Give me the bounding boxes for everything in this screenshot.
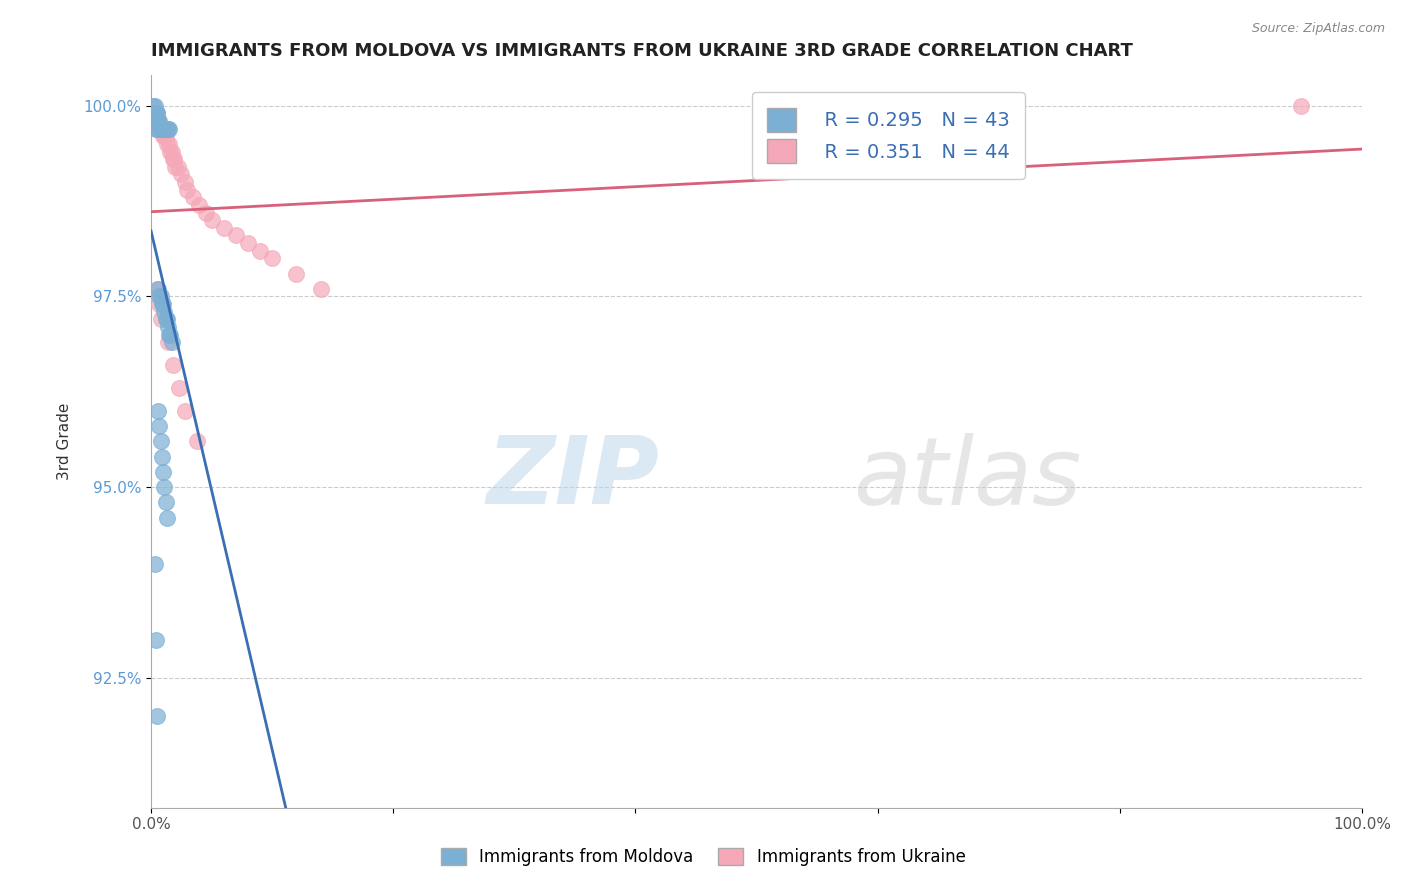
Point bbox=[156, 320, 179, 334]
Point bbox=[150, 450, 173, 464]
Point bbox=[143, 99, 166, 113]
Point bbox=[148, 121, 170, 136]
Point bbox=[156, 121, 179, 136]
Point bbox=[160, 335, 183, 350]
Point bbox=[149, 121, 172, 136]
Point bbox=[162, 152, 184, 166]
Point bbox=[165, 160, 187, 174]
Point bbox=[148, 404, 170, 418]
Text: Source: ZipAtlas.com: Source: ZipAtlas.com bbox=[1251, 22, 1385, 36]
Point bbox=[145, 106, 167, 120]
Point bbox=[225, 228, 247, 243]
Point bbox=[212, 220, 235, 235]
Point bbox=[153, 480, 176, 494]
Point bbox=[148, 419, 170, 434]
Point bbox=[142, 99, 165, 113]
Point bbox=[148, 114, 170, 128]
Point bbox=[153, 129, 176, 144]
Point bbox=[159, 327, 181, 342]
Point bbox=[156, 121, 179, 136]
Point bbox=[153, 304, 176, 318]
Text: IMMIGRANTS FROM MOLDOVA VS IMMIGRANTS FROM UKRAINE 3RD GRADE CORRELATION CHART: IMMIGRANTS FROM MOLDOVA VS IMMIGRANTS FR… bbox=[150, 42, 1133, 60]
Point bbox=[146, 106, 169, 120]
Point bbox=[152, 121, 174, 136]
Point bbox=[148, 297, 170, 311]
Point bbox=[152, 465, 174, 479]
Point bbox=[145, 632, 167, 647]
Point bbox=[148, 289, 170, 303]
Point bbox=[236, 235, 259, 250]
Point bbox=[174, 175, 197, 189]
Point bbox=[149, 434, 172, 449]
Point bbox=[249, 244, 271, 258]
Legend: Immigrants from Moldova, Immigrants from Ukraine: Immigrants from Moldova, Immigrants from… bbox=[432, 840, 974, 875]
Point bbox=[146, 282, 169, 296]
Point bbox=[157, 121, 180, 136]
Point bbox=[150, 297, 173, 311]
Point bbox=[162, 358, 184, 372]
Text: ZIP: ZIP bbox=[486, 432, 659, 524]
Point bbox=[200, 213, 222, 227]
Point bbox=[262, 252, 284, 266]
Point bbox=[167, 381, 190, 395]
Point bbox=[156, 335, 179, 350]
Point bbox=[149, 312, 172, 326]
Point bbox=[145, 106, 167, 120]
Point bbox=[146, 121, 169, 136]
Point bbox=[146, 114, 169, 128]
Point bbox=[145, 114, 167, 128]
Point bbox=[143, 557, 166, 571]
Point bbox=[148, 114, 170, 128]
Point bbox=[186, 434, 208, 449]
Point bbox=[155, 312, 177, 326]
Point bbox=[148, 114, 170, 128]
Point bbox=[143, 114, 166, 128]
Point bbox=[156, 510, 179, 524]
Point bbox=[156, 312, 179, 326]
Point bbox=[160, 145, 183, 159]
Point bbox=[143, 106, 166, 120]
Point bbox=[163, 152, 186, 166]
Point bbox=[1291, 99, 1313, 113]
Point bbox=[188, 198, 211, 212]
Point bbox=[152, 297, 174, 311]
Point bbox=[146, 709, 169, 723]
Point bbox=[156, 136, 179, 151]
Point bbox=[166, 160, 188, 174]
Point bbox=[150, 121, 173, 136]
Point bbox=[146, 114, 169, 128]
Point bbox=[149, 121, 172, 136]
Legend:   R = 0.295   N = 43,   R = 0.351   N = 44: R = 0.295 N = 43, R = 0.351 N = 44 bbox=[752, 92, 1025, 178]
Point bbox=[155, 129, 177, 144]
Point bbox=[148, 114, 170, 128]
Point bbox=[153, 121, 176, 136]
Point bbox=[157, 136, 180, 151]
Text: atlas: atlas bbox=[853, 433, 1081, 524]
Point bbox=[149, 289, 172, 303]
Point bbox=[170, 168, 193, 182]
Point bbox=[146, 106, 169, 120]
Point bbox=[285, 267, 308, 281]
Point bbox=[157, 327, 180, 342]
Point bbox=[155, 121, 177, 136]
Point bbox=[159, 145, 181, 159]
Point bbox=[176, 183, 198, 197]
Point bbox=[174, 404, 197, 418]
Point bbox=[309, 282, 332, 296]
Point bbox=[150, 121, 173, 136]
Point bbox=[148, 282, 170, 296]
Point bbox=[152, 129, 174, 144]
Point bbox=[148, 289, 170, 303]
Point bbox=[194, 205, 217, 219]
Point bbox=[183, 190, 205, 204]
Point bbox=[155, 495, 177, 509]
Point bbox=[145, 121, 167, 136]
Point bbox=[152, 121, 174, 136]
Y-axis label: 3rd Grade: 3rd Grade bbox=[58, 403, 72, 480]
